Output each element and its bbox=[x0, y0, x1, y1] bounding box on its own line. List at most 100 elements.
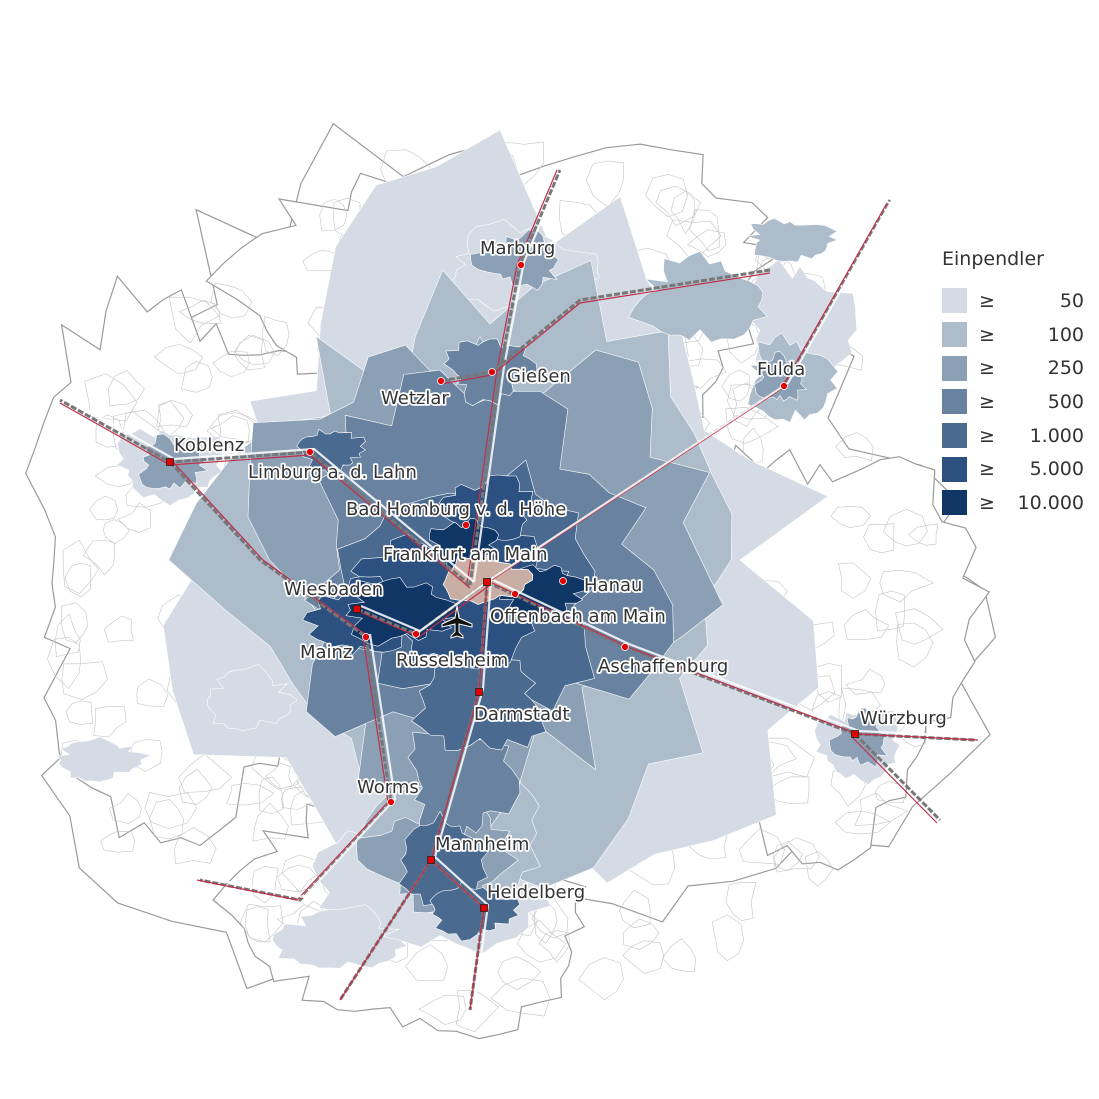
city-marker bbox=[511, 590, 519, 598]
legend-item: ≥100 bbox=[942, 318, 1092, 352]
city: Mannheim bbox=[427, 832, 531, 864]
rail-route bbox=[489, 581, 979, 741]
legend-swatch bbox=[942, 288, 967, 314]
rail-route bbox=[440, 272, 771, 385]
city: Wiesbaden bbox=[282, 577, 385, 613]
city-markers: Marburg Gießen Wetzlar Fulda KoblenzLimburg … bbox=[166, 236, 949, 912]
legend-swatch bbox=[942, 490, 967, 516]
municipality-boundary bbox=[711, 914, 745, 961]
municipality-boundary bbox=[108, 369, 145, 406]
municipality-boundary bbox=[93, 705, 127, 738]
municipality-boundary bbox=[251, 866, 279, 904]
rail-route bbox=[196, 636, 389, 901]
municipality-boundary bbox=[655, 185, 701, 226]
municipality-boundary bbox=[61, 661, 108, 700]
city-marker bbox=[488, 368, 496, 376]
municipality-boundary bbox=[721, 369, 750, 402]
city-label: Koblenz bbox=[174, 435, 244, 456]
municipality-boundary bbox=[136, 678, 169, 707]
city-label: Darmstadt bbox=[474, 704, 569, 725]
municipality-boundary bbox=[405, 944, 449, 981]
city-label: Mainz bbox=[300, 642, 352, 663]
municipality-boundary bbox=[687, 229, 727, 258]
municipality-boundary bbox=[689, 209, 721, 252]
legend-symbol: ≥ bbox=[979, 323, 995, 346]
legend-symbol: ≥ bbox=[979, 491, 995, 514]
municipality-boundary bbox=[174, 827, 217, 865]
city: Offenbach am Main bbox=[488, 590, 668, 629]
city: Fulda bbox=[755, 357, 807, 390]
municipality-boundary bbox=[244, 906, 271, 943]
municipality-boundary bbox=[879, 569, 934, 603]
municipality-boundary bbox=[212, 350, 250, 377]
region-class-0 bbox=[56, 736, 152, 783]
city-label: Fulda bbox=[757, 359, 805, 380]
legend-symbol: ≥ bbox=[979, 357, 995, 380]
legend: Einpendler ≥50 ≥100 ≥250 ≥500 ≥1.000 ≥5.000 ≥1… bbox=[942, 248, 1092, 520]
municipality-boundary bbox=[670, 190, 696, 235]
legend-swatch bbox=[942, 355, 967, 381]
municipality-boundary bbox=[738, 828, 785, 865]
municipality-boundary bbox=[490, 977, 551, 1017]
municipality-boundary bbox=[109, 793, 142, 824]
city-label: Wiesbaden bbox=[284, 579, 383, 600]
legend-item: ≥50 bbox=[942, 284, 1092, 318]
municipality-boundary bbox=[517, 920, 567, 963]
municipality-boundary bbox=[82, 539, 116, 576]
city-label: Worms bbox=[357, 777, 419, 798]
legend-title: Einpendler bbox=[942, 248, 1044, 270]
municipality-boundary bbox=[157, 400, 185, 436]
legend-item: ≥10.000 bbox=[942, 486, 1092, 520]
region-class-4 bbox=[429, 880, 521, 942]
municipality-boundary bbox=[455, 989, 499, 1033]
municipality-boundary bbox=[102, 519, 130, 544]
rail-route bbox=[851, 736, 938, 824]
municipality-boundary bbox=[261, 316, 290, 356]
legend-swatch bbox=[942, 456, 967, 482]
city-label: Würzburg bbox=[860, 708, 947, 729]
city: Wetzlar bbox=[379, 377, 451, 411]
city-marker bbox=[559, 577, 567, 585]
rail-route bbox=[483, 202, 888, 586]
railway-line bbox=[168, 460, 367, 639]
rail-route bbox=[172, 461, 370, 638]
city-label: Mannheim bbox=[435, 834, 529, 855]
municipality-boundary bbox=[497, 956, 542, 990]
municipality-boundary bbox=[47, 636, 82, 690]
municipality-boundary bbox=[804, 850, 834, 887]
region-class-0 bbox=[206, 663, 298, 732]
municipality-boundary bbox=[538, 930, 571, 963]
municipality-boundary bbox=[181, 360, 213, 393]
municipality-boundary bbox=[281, 854, 320, 893]
legend-symbol: ≥ bbox=[979, 424, 995, 447]
municipality-boundary bbox=[531, 895, 569, 939]
legend-value: 100 bbox=[1047, 323, 1084, 346]
municipality-boundary bbox=[662, 938, 697, 973]
municipality-boundary bbox=[233, 334, 266, 371]
city-marker bbox=[517, 261, 525, 269]
region-class-0 bbox=[271, 904, 408, 969]
city-marker bbox=[780, 382, 788, 390]
city: Frankfurt am Main bbox=[381, 542, 549, 586]
municipality-boundary bbox=[896, 622, 934, 668]
motorway bbox=[360, 578, 492, 633]
municipality-boundary bbox=[725, 882, 757, 921]
legend-item: ≥5.000 bbox=[942, 452, 1092, 486]
city-label: Offenbach am Main bbox=[490, 606, 666, 627]
municipality-boundary bbox=[65, 700, 94, 725]
municipality-boundary bbox=[156, 399, 193, 428]
municipality-boundary bbox=[834, 810, 891, 835]
railway-line bbox=[59, 398, 471, 587]
city-marker bbox=[306, 448, 314, 456]
city: Würzburg bbox=[851, 706, 949, 738]
municipality-boundary bbox=[622, 940, 664, 974]
rail-route bbox=[359, 584, 491, 638]
city-marker bbox=[462, 521, 470, 529]
legend-symbol: ≥ bbox=[979, 458, 995, 481]
city: Limburg a. d. Lahn bbox=[246, 448, 419, 485]
municipality-boundary bbox=[64, 562, 92, 598]
region-class-2 bbox=[470, 229, 559, 291]
region-class-6 bbox=[345, 577, 460, 647]
city-label: Marburg bbox=[480, 238, 555, 259]
